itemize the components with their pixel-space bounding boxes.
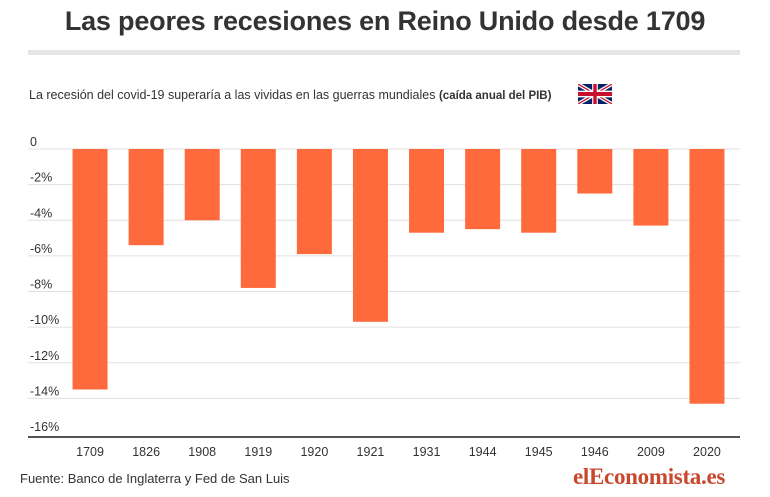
bar (577, 149, 613, 194)
bar (184, 149, 220, 221)
x-tick-label: 1709 (76, 445, 104, 459)
x-tick-label: 1826 (132, 445, 160, 459)
x-tick-label: 1921 (357, 445, 385, 459)
bar (128, 149, 164, 246)
bar (521, 149, 557, 233)
x-tick-label: 2009 (637, 445, 665, 459)
bar (689, 149, 725, 404)
y-tick-label: -14% (30, 384, 59, 398)
bar (465, 149, 501, 230)
subtitle-note: (caída anual del PIB) (438, 90, 552, 102)
x-tick-label: 1944 (469, 445, 497, 459)
bar (633, 149, 669, 226)
x-tick-label: 2020 (693, 445, 721, 459)
x-tick-label: 1931 (413, 445, 441, 459)
y-tick-label: -2% (30, 171, 52, 185)
source-note: Fuente: Banco de Inglaterra y Fed de San… (20, 471, 290, 486)
bar (352, 149, 388, 322)
y-tick-label: -10% (30, 313, 59, 327)
brand-logo: elEconomista.es (573, 464, 726, 489)
bar (72, 149, 108, 390)
title-divider (28, 50, 740, 55)
y-tick-label: -12% (30, 349, 59, 363)
y-tick-label: -4% (30, 206, 52, 220)
subtitle-main: La recesión del covid-19 superaría a las… (29, 88, 436, 102)
x-tick-label: 1920 (300, 445, 328, 459)
y-tick-label: -8% (30, 278, 52, 292)
y-tick-label: -16% (30, 420, 59, 434)
bar (409, 149, 445, 233)
y-tick-label: -6% (30, 242, 52, 256)
x-tick-label: 1946 (581, 445, 609, 459)
bar (240, 149, 276, 288)
x-tick-label: 1908 (188, 445, 216, 459)
y-tick-label: 0 (30, 135, 37, 149)
x-tick-label: 1919 (244, 445, 272, 459)
chart-title: Las peores recesiones en Reino Unido des… (64, 6, 706, 36)
bar (296, 149, 332, 255)
x-tick-label: 1945 (525, 445, 553, 459)
chart-subtitle: La recesión del covid-19 superaría a las… (29, 88, 551, 102)
uk-flag-icon (578, 84, 612, 104)
